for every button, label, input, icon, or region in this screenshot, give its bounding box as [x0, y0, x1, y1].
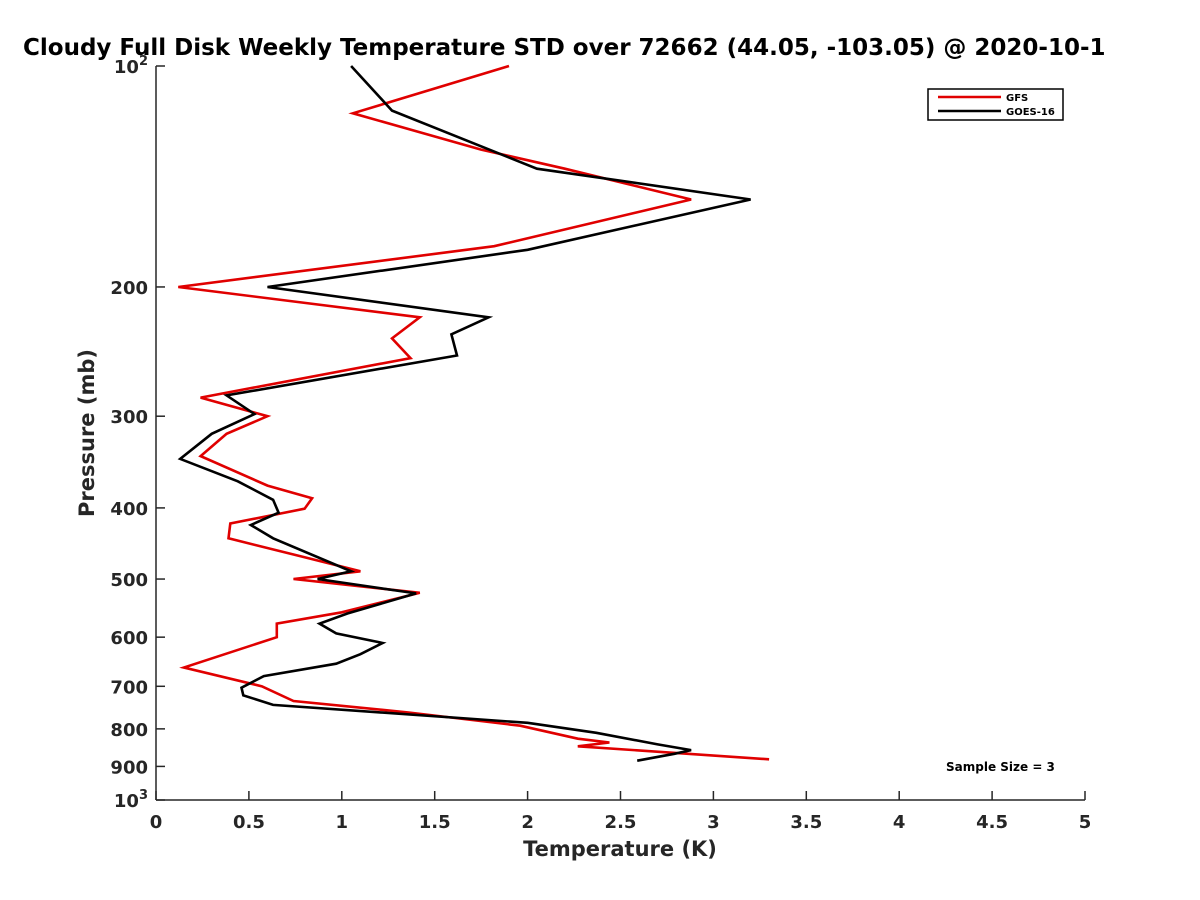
- x-tick-label: 4.5: [976, 812, 1008, 833]
- legend-label-goes16: GOES-16: [1006, 107, 1055, 118]
- y-tick-label: 400: [110, 499, 148, 520]
- x-tick-label: 3.5: [790, 812, 822, 833]
- x-tick-label: 0.5: [233, 812, 265, 833]
- x-tick-label: 1.5: [419, 812, 451, 833]
- x-tick-label: 1: [336, 812, 349, 833]
- axes: 0 0.5 1 1.5 2 2.5 3 3.5 4 4.5 5 102 200 300 400 500 600 7…: [110, 54, 1091, 833]
- x-tick-label: 3: [707, 812, 720, 833]
- legend-label-gfs: GFS: [1006, 93, 1028, 104]
- y-tick-label: 600: [110, 628, 148, 649]
- y-tick-label: 103: [114, 788, 148, 812]
- y-tick-label: 500: [110, 570, 148, 591]
- series-line-gfs: [178, 64, 770, 761]
- plot-area: [177, 64, 770, 762]
- chart-title: Cloudy Full Disk Weekly Temperature STD …: [23, 35, 1106, 61]
- y-tick-label: 102: [114, 54, 148, 78]
- y-tick-label: 700: [110, 677, 148, 698]
- legend-box: [927, 88, 1064, 121]
- y-tick-label: 800: [110, 720, 148, 741]
- y-tick-label: 200: [110, 278, 148, 299]
- x-tick-label: 2: [521, 812, 534, 833]
- series-line-goes16: [177, 65, 751, 762]
- y-tick-label: 900: [110, 757, 148, 778]
- x-tick-label: 2.5: [605, 812, 637, 833]
- sample-size-annotation: Sample Size = 3: [946, 760, 1055, 774]
- y-axis-label: Pressure (mb): [75, 349, 99, 517]
- x-tick-label: 4: [893, 812, 906, 833]
- x-tick-label: 5: [1079, 812, 1092, 833]
- legend: GFS GOES-16: [927, 88, 1064, 121]
- x-axis-label: Temperature (K): [523, 837, 717, 861]
- y-tick-label: 300: [110, 407, 148, 428]
- x-tick-label: 0: [150, 812, 163, 833]
